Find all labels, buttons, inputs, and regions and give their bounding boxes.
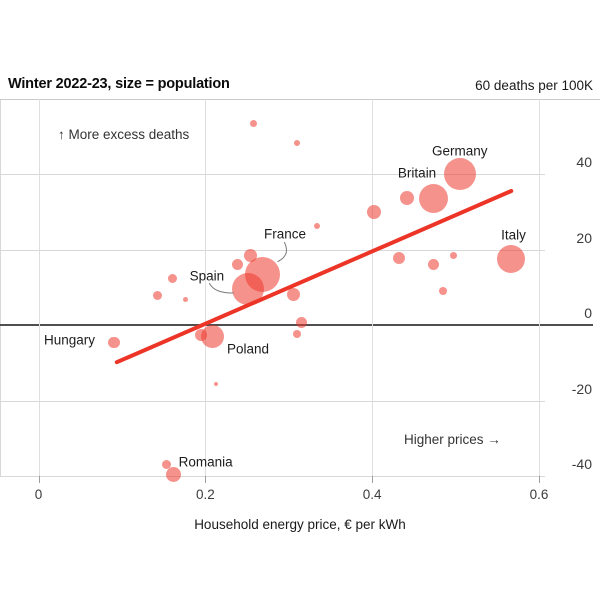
x-axis-title: Household energy price, € per kWh (194, 517, 406, 532)
y-tick-label-20: 20 (576, 229, 592, 246)
y-tick-label--20: -20 (571, 380, 592, 397)
point-label-spain: Spain (189, 268, 225, 284)
data-point-italy (497, 245, 526, 274)
y-axis-spine (0, 99, 1, 477)
x-tick-label-0: 0 (34, 487, 43, 502)
data-point-romania (166, 466, 182, 482)
x-tick-label-0.2: 0.2 (195, 487, 215, 502)
gridline-y--40 (0, 476, 545, 478)
point-label-italy: Italy (501, 227, 526, 243)
x-tick-0 (38, 476, 40, 484)
data-point (243, 248, 257, 262)
data-point (295, 317, 307, 329)
data-point (162, 459, 172, 469)
y-tick-label--40: -40 (571, 456, 592, 473)
x-tick-label-0.6: 0.6 (529, 487, 549, 502)
gridline-x-0 (38, 99, 40, 477)
chart-unit-label: 60 deaths per 100K (475, 78, 593, 93)
point-label-poland: Poland (226, 341, 270, 357)
x-tick-label-0.4: 0.4 (362, 487, 382, 502)
point-label-germany: Germany (432, 143, 488, 159)
data-point (287, 287, 301, 301)
point-label-hungary: Hungary (43, 332, 95, 348)
x-tick-0.6 (539, 476, 541, 484)
data-point (400, 191, 415, 206)
x-tick-0.2 (205, 476, 207, 484)
gridline-x-0.4 (372, 99, 374, 477)
data-point (231, 259, 243, 271)
data-point (153, 290, 163, 300)
y-tick-label-0: 0 (584, 305, 592, 322)
data-point-hungary (108, 336, 120, 348)
gridline-y--20 (0, 400, 545, 402)
data-point (214, 382, 219, 387)
y-tick-label-40: 40 (576, 154, 592, 171)
point-label-romania: Romania (178, 454, 233, 470)
data-point (294, 140, 301, 147)
data-point (195, 329, 208, 342)
data-point (366, 204, 381, 219)
x-tick-0.4 (372, 476, 374, 484)
annotation-more-excess-deaths: ↑ More excess deaths (58, 127, 190, 142)
annotation-higher-prices: Higher prices → (404, 432, 501, 447)
data-point (314, 223, 321, 230)
data-point (293, 329, 302, 338)
gridline-y-60 (0, 99, 600, 100)
point-label-france: France (264, 226, 307, 242)
gridline-x-0.2 (205, 99, 207, 477)
data-point (392, 252, 405, 265)
data-point (250, 120, 258, 127)
data-point (182, 297, 188, 303)
chart-title: Winter 2022-23, size = population (8, 76, 230, 92)
data-point-germany (443, 157, 476, 190)
gridline-y-40 (0, 174, 545, 176)
data-point-britain (418, 184, 448, 214)
data-point (427, 259, 439, 271)
gridline-y-20 (0, 249, 545, 251)
point-label-britain: Britain (397, 165, 437, 181)
data-point (168, 273, 178, 283)
data-point (450, 252, 458, 260)
gridline-x-0.6 (539, 99, 541, 477)
data-point (439, 286, 448, 295)
